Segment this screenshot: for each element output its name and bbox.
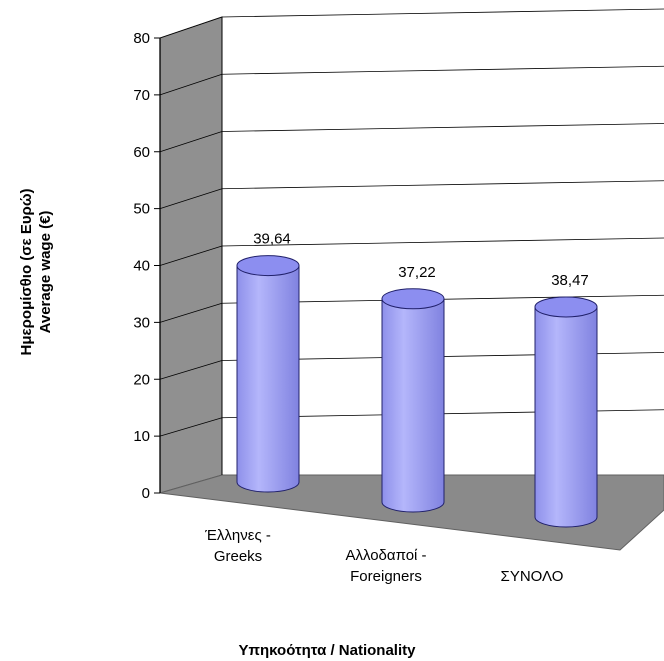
gridline-back-8 (221, 8, 664, 18)
bar-body-0 (236, 265, 300, 493)
y-tick-label-8: 80 (133, 30, 150, 47)
category-label-1-line-1: Foreigners (350, 568, 422, 585)
gridline-side-6 (159, 131, 223, 153)
category-label-0-line-1: Greeks (214, 548, 262, 565)
y-tick-label-1: 10 (133, 428, 150, 445)
gridline-side-3 (159, 302, 223, 323)
y-tick-label-4: 40 (133, 258, 150, 275)
x-category-labels: Έλληνες - Greeks Αλλοδαποί - Foreigners ΣΥΝΟ… (204, 527, 563, 585)
bar-top-2 (534, 296, 598, 318)
category-label-2: ΣΥΝΟΛΟ (501, 568, 564, 585)
bars (236, 255, 598, 528)
category-label-1: Αλλοδαποί - Foreigners (345, 547, 426, 585)
chart-side-wall (159, 16, 223, 494)
y-tick-label-5: 50 (133, 201, 150, 218)
data-labels: 39,64 37,22 38,47 (253, 231, 589, 289)
category-label-0: Έλληνες - Greeks (204, 527, 271, 565)
y-tick-label-6: 60 (133, 144, 150, 161)
category-label-2-line-0: ΣΥΝΟΛΟ (501, 568, 564, 585)
bar-top-0 (236, 255, 300, 277)
gridline-back-6 (221, 123, 664, 132)
y-tick-label-2: 20 (133, 371, 150, 388)
gridline-back-4 (221, 237, 664, 247)
gridline-side-7 (159, 73, 223, 96)
gridline-side-2 (159, 360, 223, 380)
gridline-side-5 (159, 188, 223, 210)
bar-0 (236, 255, 300, 493)
category-label-1-line-0: Αλλοδαποί - (345, 547, 426, 564)
gridline-back-7 (221, 65, 664, 75)
data-label-1: 37,22 (398, 264, 436, 281)
bar-1 (381, 288, 445, 513)
bar-body-2 (534, 306, 598, 528)
data-label-2: 38,47 (551, 272, 589, 289)
y-axis-title-line-2: Average wage (€) (37, 211, 54, 334)
y-tick-label-3: 30 (133, 314, 150, 331)
gridline-back-5 (221, 180, 664, 190)
gridline-side-1 (159, 417, 223, 437)
gridline-side-8 (159, 16, 223, 39)
bar-2 (534, 296, 598, 528)
y-tick-label-0: 0 (142, 485, 150, 502)
bar-body-1 (381, 298, 445, 513)
bar-top-1 (381, 288, 445, 310)
y-axis-title-line-1: Ημερομίσθιο (σε Ευρώ) (18, 188, 35, 355)
y-ticks: 0 10 20 30 40 50 60 70 80 (133, 30, 160, 502)
category-label-0-line-0: Έλληνες - (204, 527, 271, 544)
y-tick-label-7: 70 (133, 87, 150, 104)
x-axis-title: Υπηκοότητα / Nationality (239, 642, 417, 659)
gridline-side-4 (159, 245, 223, 266)
data-label-0: 39,64 (253, 231, 291, 248)
